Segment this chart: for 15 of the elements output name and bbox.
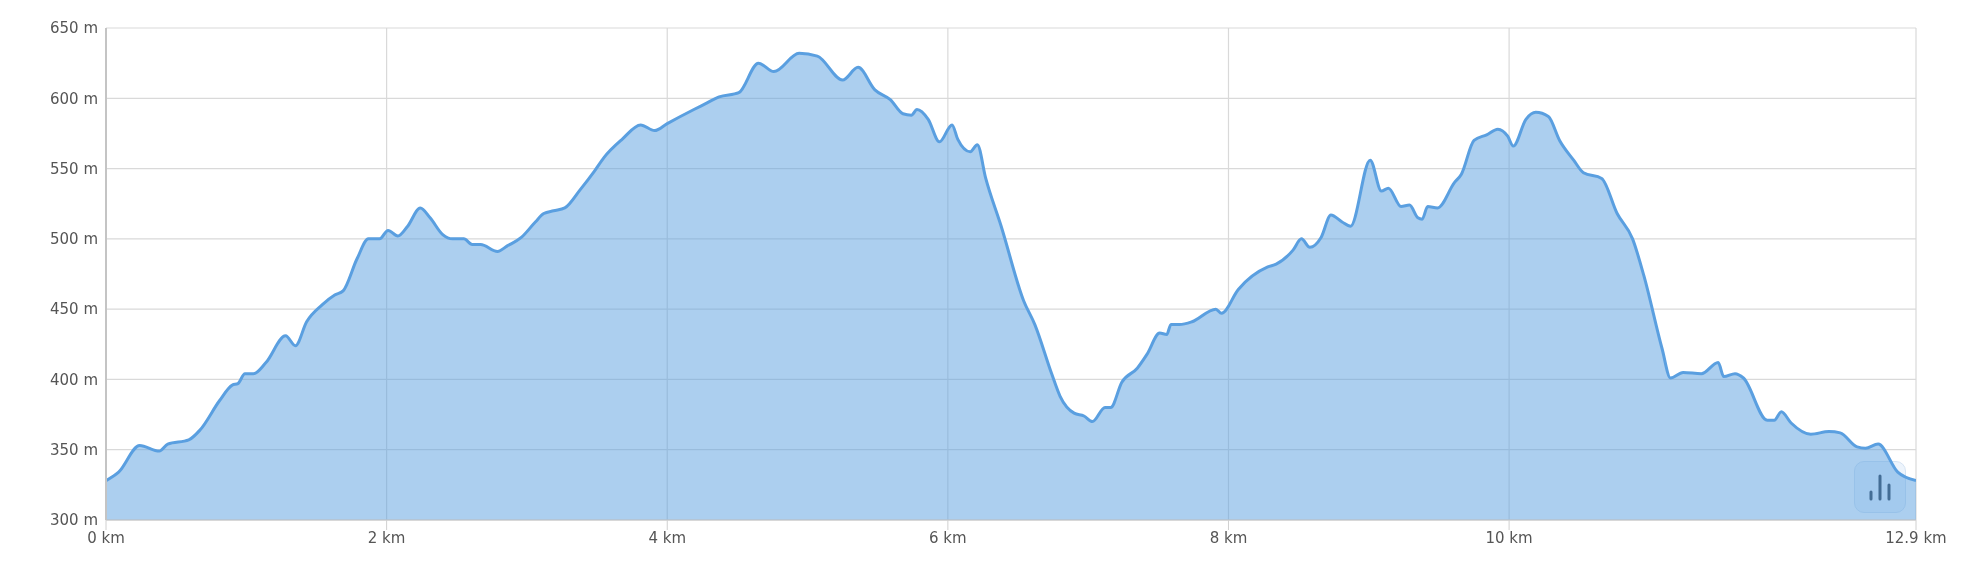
- x-tick-label: 4 km: [648, 528, 687, 547]
- y-tick-label: 600 m: [49, 89, 98, 108]
- x-tick-label: 12.9 km: [1885, 528, 1947, 547]
- x-tick-label: 2 km: [367, 528, 406, 547]
- x-tick-label: 8 km: [1209, 528, 1248, 547]
- y-tick-label: 550 m: [49, 159, 98, 178]
- y-tick-label: 350 m: [49, 441, 98, 460]
- x-tick-label: 10 km: [1485, 528, 1533, 547]
- y-tick-label: 400 m: [49, 370, 98, 389]
- y-tick-label: 500 m: [49, 230, 98, 249]
- x-tick-label: 0 km: [87, 528, 125, 547]
- y-tick-label: 650 m: [49, 19, 98, 38]
- y-tick-label: 300 m: [49, 511, 98, 530]
- x-tick-label: 6 km: [929, 528, 967, 547]
- y-tick-label: 450 m: [49, 300, 98, 319]
